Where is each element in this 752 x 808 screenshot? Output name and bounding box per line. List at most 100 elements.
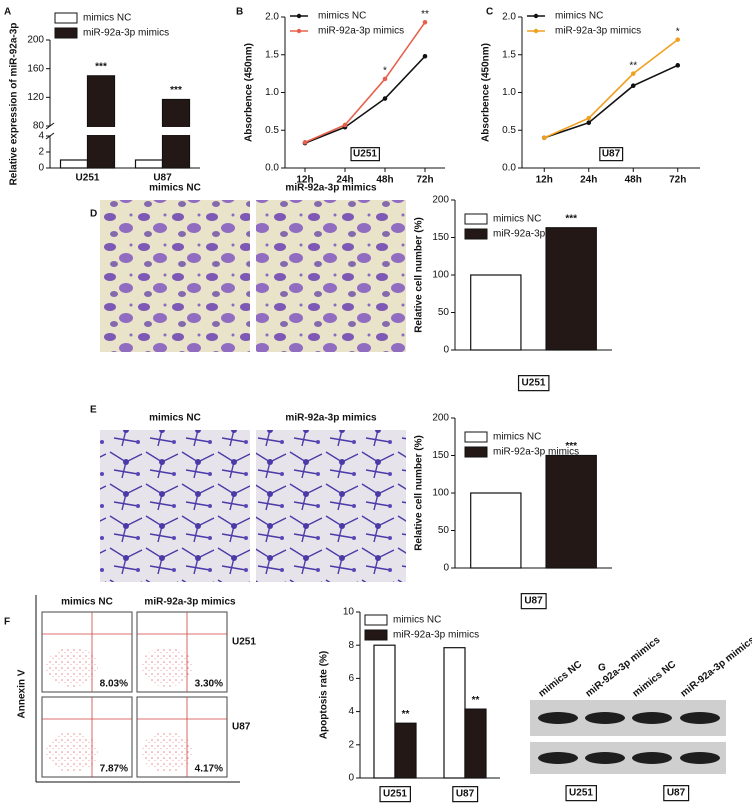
marker bbox=[422, 53, 428, 59]
row-label: U87 bbox=[232, 722, 251, 733]
x-tick-label: U251 bbox=[383, 789, 407, 800]
blot-band bbox=[680, 712, 720, 724]
y-tick-label: 100 bbox=[432, 488, 449, 499]
x-axis-title: U87 bbox=[524, 596, 543, 607]
legend-swatch bbox=[364, 614, 388, 626]
bar bbox=[134, 159, 164, 169]
legend-swatch bbox=[533, 28, 539, 34]
bar bbox=[545, 454, 597, 569]
axis-break-mark bbox=[45, 132, 55, 140]
column-caption: mimics NC bbox=[61, 597, 113, 608]
y-tick-label: 1.0 bbox=[502, 87, 516, 98]
y-axis-title: Apoptosis rate (%) bbox=[319, 651, 330, 739]
micrograph bbox=[256, 430, 406, 582]
x-tick-label: U251 bbox=[76, 173, 100, 184]
y-tick-label: 1.5 bbox=[502, 49, 516, 60]
label-box bbox=[350, 147, 380, 162]
y-tick-label: 0 bbox=[443, 345, 449, 356]
micrograph bbox=[256, 200, 406, 352]
y-tick-label: 8 bbox=[348, 640, 354, 651]
x-tick-label: 24h bbox=[336, 175, 353, 186]
y-tick-label: 4 bbox=[348, 706, 354, 717]
marker bbox=[586, 120, 592, 125]
panel-letter: G bbox=[598, 663, 606, 674]
line bbox=[304, 21, 426, 144]
panel-letter: F bbox=[4, 617, 10, 628]
marker bbox=[586, 115, 592, 121]
y-tick-label: 200 bbox=[432, 413, 449, 424]
label-box bbox=[379, 786, 411, 803]
y-tick-label: 150 bbox=[432, 232, 449, 243]
legend-swatch bbox=[464, 446, 488, 458]
y-tick-label: 0.5 bbox=[502, 125, 516, 136]
significance: ** bbox=[629, 60, 637, 71]
blot-band bbox=[585, 752, 625, 764]
blot-band bbox=[632, 712, 672, 724]
y-axis-title: Relative expression of miR-92a-3p bbox=[9, 23, 20, 186]
legend-swatch bbox=[54, 27, 78, 39]
marker bbox=[342, 122, 348, 128]
legend-label: mimics NC bbox=[555, 11, 603, 22]
y-tick-label: 0 bbox=[443, 563, 449, 574]
label-box bbox=[520, 593, 547, 610]
y-tick-label: 120 bbox=[27, 92, 44, 103]
legend-label: miR-92a-3p mimics bbox=[318, 26, 404, 37]
lane-label: mimics NC bbox=[537, 659, 585, 699]
bar bbox=[86, 75, 116, 169]
label-box bbox=[663, 785, 690, 802]
panel-label: U251 bbox=[353, 149, 377, 160]
lane-label: miR-92a-3p mimics bbox=[679, 634, 752, 699]
significance: *** bbox=[95, 61, 107, 72]
panel-letter: A bbox=[4, 7, 11, 18]
flow-cloud bbox=[141, 647, 193, 687]
x-tick-label: U87 bbox=[153, 173, 172, 184]
y-tick-label: 150 bbox=[432, 450, 449, 461]
legend-label: mimics NC bbox=[318, 11, 366, 22]
legend-label: mimics NC bbox=[393, 615, 441, 626]
image-caption: miR-92a-3p mimics bbox=[285, 183, 377, 194]
x-tick-label: 48h bbox=[376, 175, 393, 186]
y-axis-title: Relative cell number (%) bbox=[414, 435, 425, 551]
x-tick-label: 24h bbox=[580, 175, 597, 186]
quadrant-percentage: 7.87% bbox=[100, 764, 128, 775]
legend-label: mimics NC bbox=[83, 13, 131, 24]
y-tick-label: 1.5 bbox=[265, 49, 279, 60]
micrograph bbox=[100, 430, 250, 582]
legend-swatch bbox=[464, 431, 488, 443]
column-caption: miR-92a-3p mimics bbox=[144, 597, 236, 608]
y-tick-label: 80 bbox=[33, 121, 45, 132]
y-tick-label: 200 bbox=[432, 195, 449, 206]
x-tick-label: 72h bbox=[416, 175, 433, 186]
bar bbox=[470, 492, 522, 569]
y-tick-label: 10 bbox=[343, 607, 355, 618]
bar bbox=[443, 647, 466, 779]
y-tick-label: 0 bbox=[38, 163, 44, 174]
significance: ** bbox=[472, 695, 480, 706]
significance: *** bbox=[565, 213, 577, 224]
y-tick-label: 2.0 bbox=[265, 12, 279, 23]
panel-letter: C bbox=[486, 7, 493, 18]
flow-cloud bbox=[46, 647, 98, 687]
marker bbox=[630, 71, 636, 76]
legend-swatch bbox=[464, 228, 488, 240]
x-tick-label: 12h bbox=[536, 175, 553, 186]
row-label: U251 bbox=[232, 637, 256, 648]
micrograph bbox=[100, 200, 250, 352]
blot-band bbox=[632, 752, 672, 764]
group-label: U87 bbox=[667, 788, 686, 799]
blot-band bbox=[585, 712, 625, 724]
blot-band bbox=[538, 752, 578, 764]
marker bbox=[630, 83, 636, 89]
significance: *** bbox=[565, 441, 577, 452]
legend-label: miR-92a-3p mimics bbox=[493, 447, 579, 458]
image-caption: mimics NC bbox=[149, 413, 201, 424]
bar bbox=[373, 644, 396, 779]
bar bbox=[464, 708, 487, 779]
bar bbox=[545, 227, 597, 351]
y-tick-label: 200 bbox=[27, 35, 44, 46]
significance: ** bbox=[421, 9, 429, 20]
x-tick-label: 72h bbox=[669, 175, 686, 186]
y-tick-label: 0.5 bbox=[265, 125, 279, 136]
y-tick-label: 0.0 bbox=[265, 163, 279, 174]
significance: *** bbox=[170, 85, 182, 96]
